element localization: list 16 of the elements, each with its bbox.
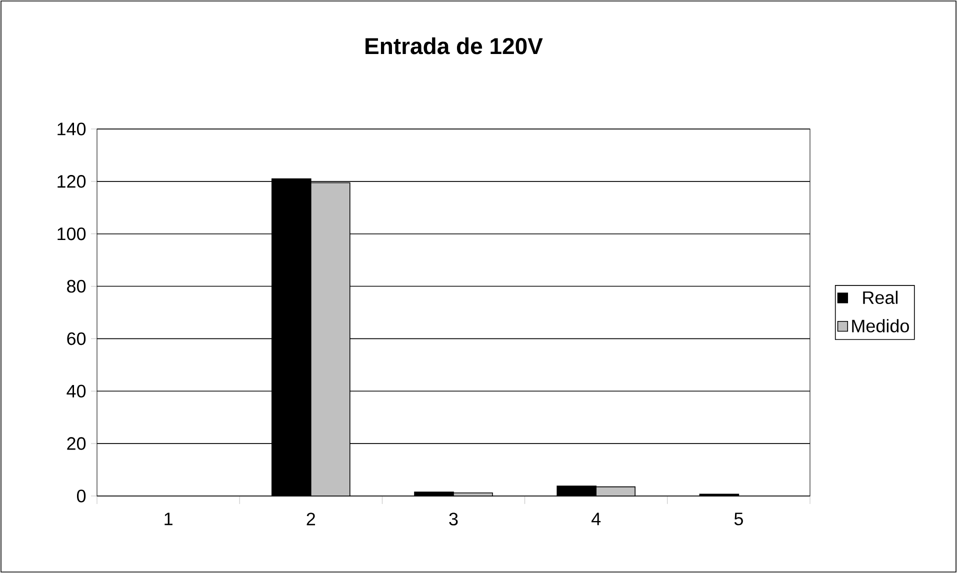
y-tick-label: 100 [58,227,86,240]
y-tick-label: 80 [67,280,86,293]
x-tick-label: 3 [449,512,458,526]
x-tick-label: 1 [164,512,172,526]
x-tick-label: 2 [306,512,316,526]
x-tick-label: 4 [592,512,601,526]
legend-label: Medido [852,319,909,332]
y-tick-label: 40 [66,384,86,398]
x-tick-label: 5 [734,512,743,526]
y-tick-label: 60 [67,332,86,346]
y-tick-label: 20 [67,437,86,450]
y-tick-label: 120 [58,175,86,188]
y-tick-label: 140 [58,122,86,136]
y-tick-label: 0 [76,490,86,502]
chart-title: Entrada de 120V [366,37,543,54]
legend-label: Real [863,290,898,304]
